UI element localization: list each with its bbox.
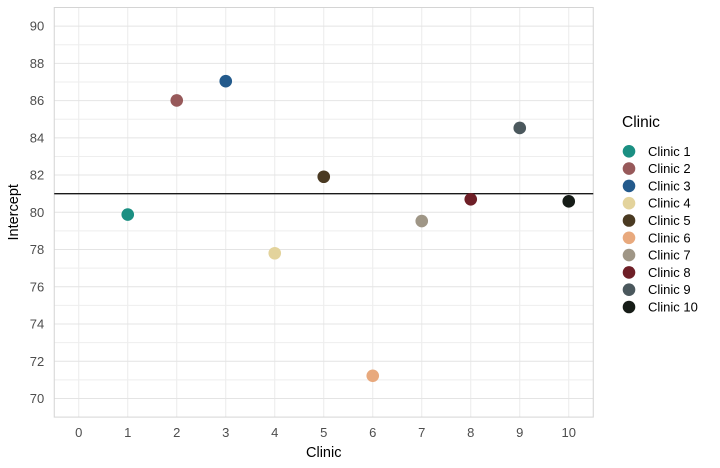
svg-text:78: 78 <box>30 242 44 257</box>
svg-text:6: 6 <box>369 425 376 440</box>
svg-text:9: 9 <box>516 425 523 440</box>
svg-text:84: 84 <box>30 130 44 145</box>
svg-text:1: 1 <box>124 425 131 440</box>
svg-text:7: 7 <box>418 425 425 440</box>
svg-text:Clinic 6: Clinic 6 <box>648 230 691 245</box>
svg-text:4: 4 <box>271 425 278 440</box>
svg-text:Clinic 10: Clinic 10 <box>648 300 698 315</box>
svg-text:3: 3 <box>222 425 229 440</box>
svg-text:86: 86 <box>30 93 44 108</box>
svg-text:Clinic 2: Clinic 2 <box>648 161 691 176</box>
svg-text:Clinic 4: Clinic 4 <box>648 196 691 211</box>
svg-text:Clinic 5: Clinic 5 <box>648 213 691 228</box>
svg-text:88: 88 <box>30 56 44 71</box>
svg-text:Clinic 7: Clinic 7 <box>648 248 691 263</box>
svg-text:Clinic 8: Clinic 8 <box>648 265 691 280</box>
svg-text:74: 74 <box>30 317 44 332</box>
svg-text:Clinic: Clinic <box>622 114 660 131</box>
svg-text:82: 82 <box>30 168 44 183</box>
svg-text:90: 90 <box>30 19 44 34</box>
svg-text:5: 5 <box>320 425 327 440</box>
svg-text:80: 80 <box>30 205 44 220</box>
svg-text:76: 76 <box>30 279 44 294</box>
svg-text:Clinic 9: Clinic 9 <box>648 282 691 297</box>
svg-text:Clinic 3: Clinic 3 <box>648 178 691 193</box>
svg-text:0: 0 <box>75 425 82 440</box>
svg-text:72: 72 <box>30 354 44 369</box>
svg-text:8: 8 <box>467 425 474 440</box>
svg-text:Clinic 1: Clinic 1 <box>648 144 691 159</box>
svg-text:Clinic: Clinic <box>306 445 341 461</box>
svg-text:10: 10 <box>562 425 576 440</box>
svg-text:Intercept: Intercept <box>6 184 22 240</box>
svg-text:2: 2 <box>173 425 180 440</box>
svg-text:70: 70 <box>30 391 44 406</box>
